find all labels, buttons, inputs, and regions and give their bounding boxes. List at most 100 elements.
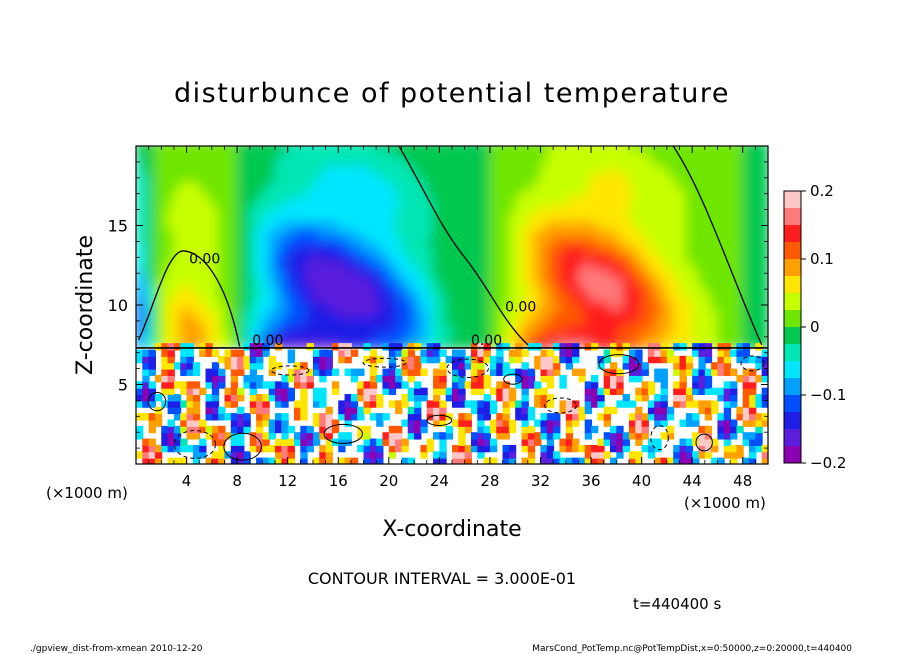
field-cell <box>205 299 213 310</box>
field-cell <box>407 156 416 167</box>
field-cell <box>673 368 681 376</box>
field-cell <box>350 267 359 278</box>
field-cell <box>552 188 561 198</box>
field-cell <box>578 368 586 376</box>
field-cell <box>565 331 574 341</box>
field-cell <box>294 374 302 383</box>
field-cell <box>691 204 700 214</box>
field-cell <box>344 343 352 351</box>
field-cell <box>318 259 327 270</box>
field-cell <box>401 362 409 370</box>
field-cell <box>451 172 460 182</box>
field-cell <box>148 444 156 453</box>
field-cell <box>451 148 460 159</box>
field-cell <box>186 220 194 230</box>
field-cell <box>160 172 169 182</box>
field-cell <box>179 323 188 334</box>
field-cell <box>704 387 713 396</box>
field-cell <box>211 146 220 151</box>
field-cell <box>148 283 156 294</box>
field-cell <box>761 387 768 396</box>
field-cell <box>672 307 681 318</box>
field-cell <box>426 267 435 278</box>
field-cell <box>553 368 561 376</box>
field-cell <box>622 331 630 341</box>
field-cell <box>572 413 580 421</box>
field-cell <box>268 244 277 254</box>
field-cell <box>154 331 163 341</box>
field-cell <box>508 204 517 214</box>
field-cell <box>400 164 409 175</box>
field-cell <box>610 349 618 357</box>
field-cell <box>274 283 283 294</box>
field-cell <box>337 244 346 254</box>
field-cell <box>136 267 144 278</box>
field-cell <box>647 315 656 326</box>
field-cell <box>420 451 428 459</box>
field-cell <box>217 275 226 286</box>
field-cell <box>527 228 536 238</box>
field-cell <box>483 406 491 415</box>
field-cell <box>280 228 289 238</box>
field-cell <box>426 291 435 302</box>
field-cell <box>603 291 611 302</box>
field-cell <box>198 164 207 175</box>
field-cell <box>325 419 333 427</box>
field-cell <box>318 212 327 222</box>
field-cell <box>584 419 593 427</box>
field-cell <box>704 220 713 230</box>
field-cell <box>590 259 599 270</box>
field-cell <box>356 307 365 318</box>
field-cell <box>577 259 586 270</box>
field-cell <box>615 244 624 254</box>
field-cell <box>552 220 561 230</box>
field-cell <box>577 146 586 151</box>
field-cell <box>591 451 599 459</box>
field-cell <box>615 146 624 151</box>
field-cell <box>704 425 713 434</box>
field-cell <box>275 419 283 427</box>
field-cell <box>293 164 302 175</box>
field-cell <box>136 283 144 294</box>
field-cell <box>217 315 226 326</box>
field-cell <box>502 451 510 459</box>
field-cell <box>395 368 403 376</box>
field-cell <box>527 259 536 270</box>
field-cell <box>672 267 681 278</box>
field-cell <box>502 188 510 198</box>
field-cell <box>205 432 213 440</box>
field-cell <box>457 196 466 206</box>
field-cell <box>414 432 422 440</box>
field-cell <box>464 425 472 434</box>
field-cell <box>369 444 378 453</box>
field-cell <box>294 368 302 376</box>
field-cell <box>306 204 314 214</box>
field-cell <box>198 188 207 198</box>
field-cell <box>679 400 687 408</box>
field-cell <box>508 196 517 206</box>
field-cell <box>394 275 403 286</box>
field-cell <box>685 196 694 206</box>
field-cell <box>363 267 371 278</box>
field-cell <box>572 368 580 376</box>
field-cell <box>205 413 213 421</box>
field-cell <box>521 323 529 334</box>
field-cell <box>603 315 611 326</box>
field-cell <box>577 323 586 334</box>
field-cell <box>615 315 624 326</box>
field-cell <box>698 349 706 357</box>
field-cell <box>414 425 422 434</box>
field-cell <box>242 307 251 318</box>
field-cell <box>413 299 422 310</box>
field-cell <box>136 252 144 262</box>
field-cell <box>584 406 593 415</box>
field-cell <box>318 339 327 349</box>
field-cell <box>496 413 504 421</box>
field-cell <box>350 172 359 182</box>
field-cell <box>749 451 757 459</box>
field-cell <box>749 387 757 396</box>
field-cell <box>255 220 264 230</box>
field-cell <box>489 368 498 376</box>
field-cell <box>344 220 352 230</box>
